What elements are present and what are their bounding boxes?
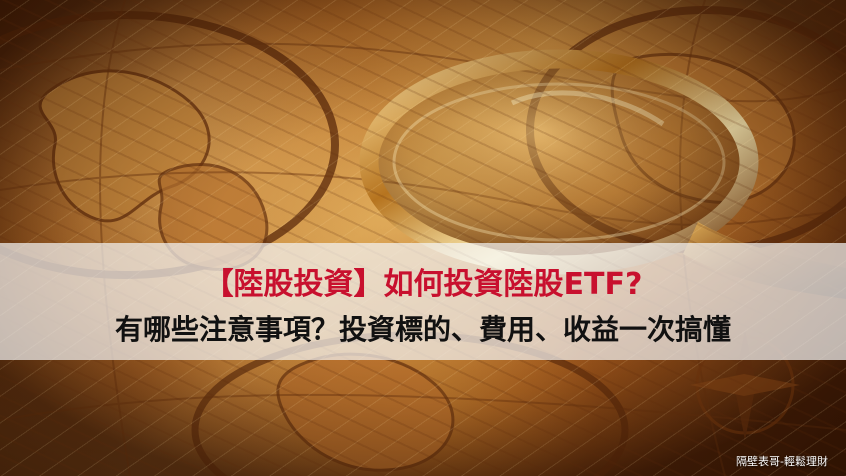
title-banner: 【陸股投資】如何投資陸股ETF? 有哪些注意事項？投資標的、費用、收益一次搞懂: [0, 243, 846, 360]
brand-watermark: 隔壁表哥-輕鬆理財: [736, 455, 828, 468]
subtitle: 有哪些注意事項？投資標的、費用、收益一次搞懂: [114, 313, 731, 346]
main-title: 【陸股投資】如何投資陸股ETF?: [203, 267, 643, 302]
